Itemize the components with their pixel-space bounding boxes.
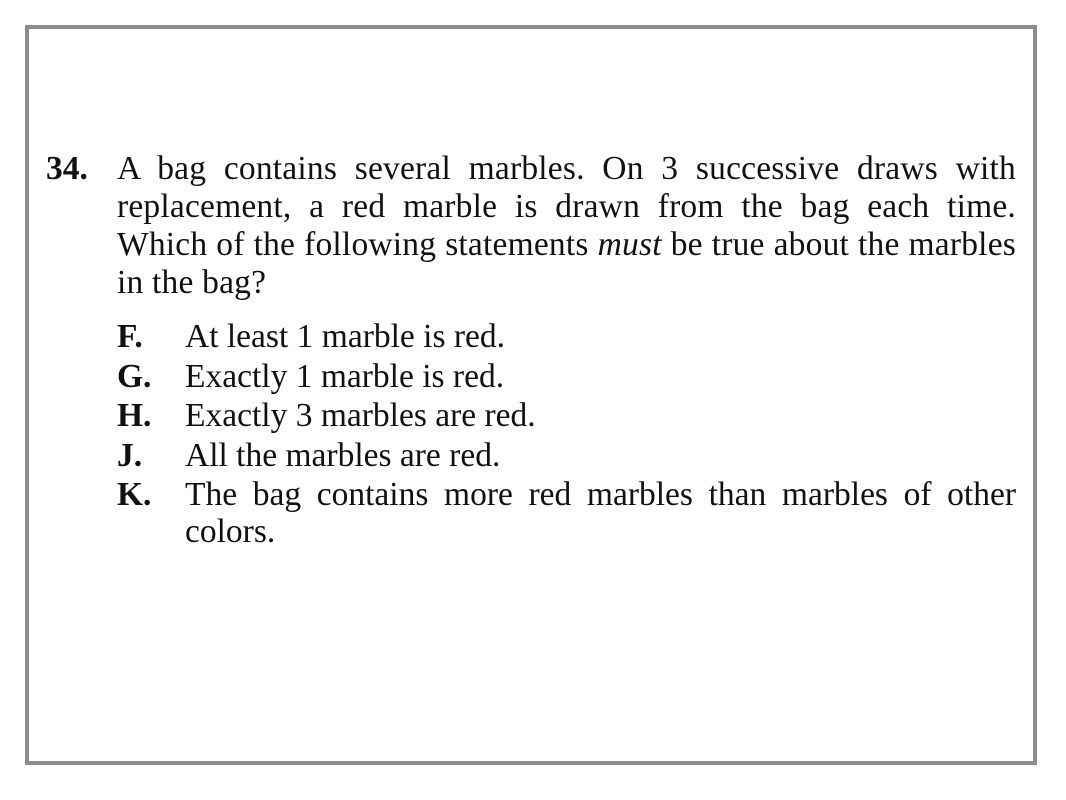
choice-letter: H. — [117, 397, 152, 434]
choice-letter: K. — [117, 476, 152, 513]
question-stem-row: 34. A bag contains several marbles. On 3… — [46, 150, 1016, 302]
choice-text: The bag contains more red marbles than m… — [185, 476, 1016, 550]
answer-choice-j[interactable]: J. All the marbles are red. — [117, 436, 1016, 476]
answer-choice-f[interactable]: F. At least 1 marble is red. — [117, 317, 1016, 357]
question-frame — [25, 25, 1037, 765]
question-number: 34. — [46, 150, 88, 187]
choice-text: At least 1 marble is red. — [185, 318, 506, 355]
stem-text-end: be true about the marbles in the bag? — [117, 226, 1016, 301]
choice-letter: F. — [117, 318, 143, 355]
answer-choice-k[interactable]: K. The bag contains more red marbles tha… — [117, 475, 1016, 550]
stem-emphasis: must — [597, 226, 662, 263]
question-block: 34. A bag contains several marbles. On 3… — [46, 150, 1016, 550]
choice-text: All the marbles are red. — [185, 436, 501, 474]
answer-choice-h[interactable]: H. Exactly 3 marbles are red. — [117, 396, 1016, 436]
answer-choices: F. At least 1 marble is red. G. Exactly … — [117, 317, 1016, 550]
stem-text-start: A bag contains several marbles. On 3 suc… — [117, 150, 1016, 263]
question-stem: A bag contains several marbles. On 3 suc… — [117, 150, 1016, 302]
choice-letter: J. — [117, 436, 143, 474]
choice-text: Exactly 1 marble is red. — [185, 357, 505, 395]
answer-choice-g[interactable]: G. Exactly 1 marble is red. — [117, 357, 1016, 397]
choice-letter: G. — [117, 357, 152, 395]
choice-text: Exactly 3 marbles are red. — [185, 397, 536, 434]
